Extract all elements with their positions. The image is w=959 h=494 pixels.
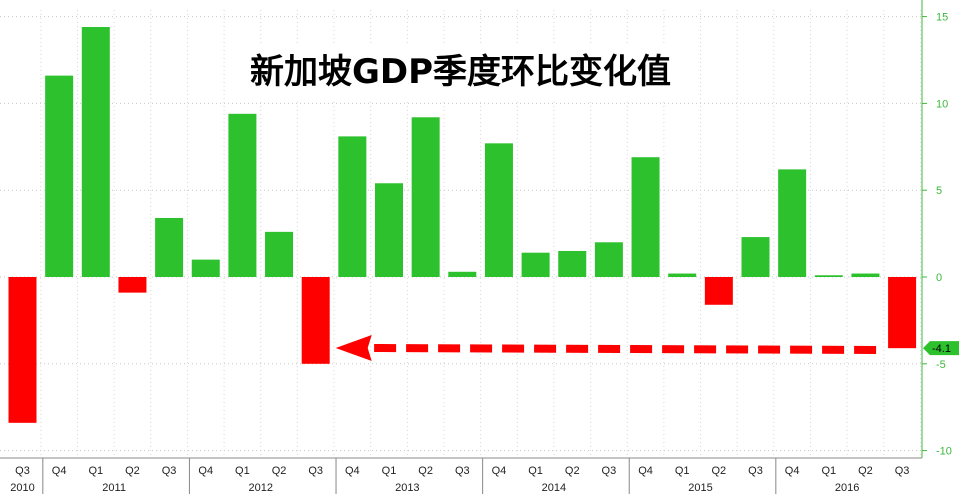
year-label: 2011 — [102, 482, 126, 494]
x-tick-label: Q4 — [198, 465, 213, 477]
x-tick-label: Q3 — [895, 465, 910, 477]
x-tick-label: Q1 — [88, 465, 103, 477]
annotation-arrow-head — [335, 335, 372, 361]
bar — [484, 143, 513, 277]
x-tick-label: Q1 — [235, 465, 250, 477]
bar — [45, 75, 74, 278]
bar — [155, 217, 184, 277]
bar — [631, 157, 660, 277]
y-tick-label: 15 — [936, 12, 948, 24]
bar — [81, 27, 110, 277]
bar — [118, 277, 147, 293]
year-label: 2012 — [248, 482, 272, 494]
x-tick-label: Q1 — [821, 465, 836, 477]
x-tick-label: Q1 — [382, 465, 397, 477]
last-value-marker — [923, 341, 959, 356]
bar — [888, 277, 917, 349]
x-tick-label: Q3 — [602, 465, 617, 477]
bar — [191, 259, 220, 277]
x-tick-label: Q3 — [455, 465, 470, 477]
x-tick-label: Q4 — [638, 465, 653, 477]
last-value-label: -4.1 — [932, 343, 951, 355]
bar — [8, 277, 37, 423]
x-tick-label: Q1 — [675, 465, 690, 477]
bar — [741, 237, 770, 277]
x-tick-label: Q4 — [345, 465, 360, 477]
bar — [228, 113, 257, 277]
x-tick-label: Q4 — [52, 465, 67, 477]
bar — [265, 231, 294, 277]
bar — [301, 277, 330, 364]
chart-title: 新加坡GDP季度环比变化值 — [250, 44, 680, 100]
y-tick-label: -10 — [936, 446, 952, 458]
x-tick-label: Q3 — [748, 465, 763, 477]
x-tick-label: Q3 — [15, 465, 30, 477]
bar — [594, 242, 623, 277]
bar — [338, 136, 367, 277]
x-tick-label: Q3 — [162, 465, 177, 477]
bar — [778, 169, 807, 277]
x-tick-label: Q2 — [272, 465, 287, 477]
bar — [851, 273, 880, 277]
year-label: 2013 — [395, 482, 419, 494]
x-tick-label: Q1 — [528, 465, 543, 477]
x-tick-label: Q4 — [785, 465, 800, 477]
bar — [521, 252, 550, 277]
x-tick-label: Q2 — [712, 465, 727, 477]
bar — [558, 250, 587, 277]
bar — [814, 275, 843, 277]
x-tick-label: Q2 — [565, 465, 580, 477]
year-label: 2010 — [10, 482, 34, 494]
x-tick-label: Q2 — [418, 465, 433, 477]
x-tick-label: Q2 — [125, 465, 140, 477]
y-tick-label: 0 — [936, 272, 942, 284]
year-label: 2016 — [835, 482, 859, 494]
year-label: 2015 — [688, 482, 712, 494]
bar — [411, 117, 440, 278]
bar — [375, 183, 403, 277]
x-tick-label: Q4 — [492, 465, 507, 477]
annotation-arrow-shaft — [369, 344, 877, 354]
x-tick-label: Q2 — [858, 465, 873, 477]
year-label: 2014 — [542, 482, 566, 494]
bar — [704, 277, 733, 305]
y-tick-label: 5 — [936, 185, 942, 197]
x-tick-label: Q3 — [308, 465, 323, 477]
y-tick-label: 10 — [936, 98, 948, 110]
y-tick-label: -5 — [936, 359, 946, 371]
bar — [448, 271, 477, 277]
bar — [668, 273, 697, 277]
